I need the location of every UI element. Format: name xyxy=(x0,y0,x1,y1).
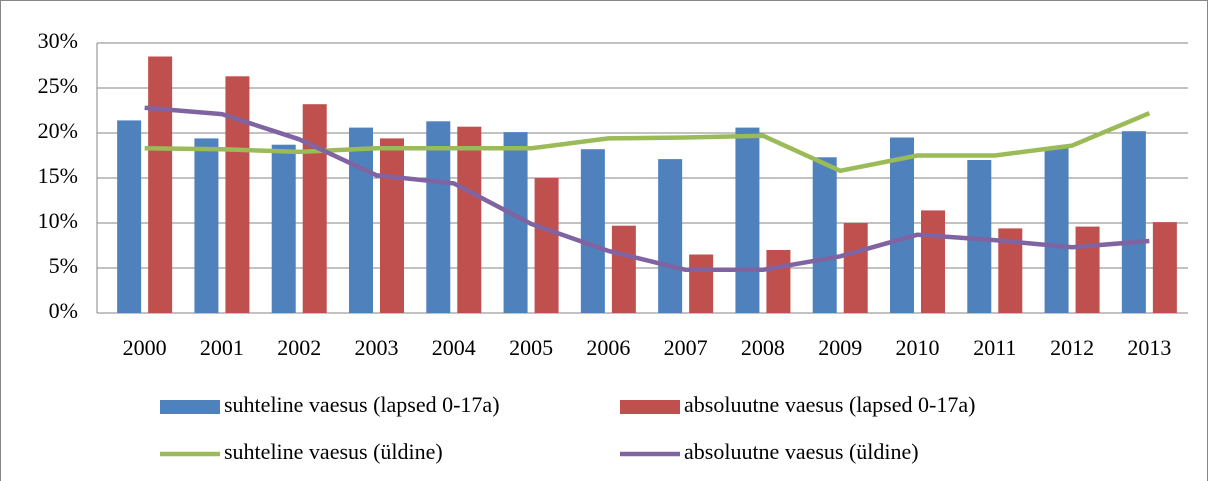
bar xyxy=(611,225,636,313)
bar xyxy=(812,157,837,313)
bar xyxy=(117,120,142,314)
bar xyxy=(534,178,559,313)
y-tick-label: 30% xyxy=(38,28,78,53)
line xyxy=(144,111,1151,174)
bar xyxy=(148,56,173,313)
legend-label: absoluutne vaesus (lapsed 0-17a) xyxy=(684,392,975,417)
y-tick-label: 15% xyxy=(38,163,78,188)
bar xyxy=(302,104,327,313)
y-tick-label: 25% xyxy=(38,73,78,98)
legend-swatch xyxy=(620,400,680,414)
x-tick-label: 2007 xyxy=(664,335,708,360)
x-tick-label: 2009 xyxy=(818,335,862,360)
x-tick-label: 2003 xyxy=(355,335,399,360)
bar xyxy=(426,121,451,313)
bar xyxy=(1152,222,1177,313)
x-tick-label: 2012 xyxy=(1050,335,1094,360)
x-tick-label: 2011 xyxy=(973,335,1016,360)
legend-label: suhteline vaesus (üldine) xyxy=(224,439,443,464)
y-tick-label: 0% xyxy=(49,298,78,323)
y-tick-label: 20% xyxy=(38,118,78,143)
x-tick-label: 2008 xyxy=(741,335,785,360)
x-tick-label: 2000 xyxy=(123,335,167,360)
x-tick-label: 2001 xyxy=(200,335,244,360)
bar xyxy=(503,132,528,313)
legend-label: absoluutne vaesus (üldine) xyxy=(684,439,919,464)
bar xyxy=(349,127,373,313)
bar xyxy=(890,137,914,313)
bar xyxy=(1075,226,1100,313)
legend-swatch xyxy=(160,400,220,414)
bar xyxy=(580,149,605,313)
bar xyxy=(658,159,683,313)
x-tick-label: 2002 xyxy=(277,335,321,360)
bar xyxy=(843,223,868,313)
x-tick-label: 2013 xyxy=(1127,335,1171,360)
bar xyxy=(380,138,404,313)
bar xyxy=(457,126,482,313)
x-tick-label: 2010 xyxy=(896,335,940,360)
bar xyxy=(735,127,760,313)
y-tick-label: 10% xyxy=(38,208,78,233)
bar xyxy=(921,210,945,313)
x-tick-label: 2006 xyxy=(586,335,630,360)
x-tick-label: 2005 xyxy=(509,335,553,360)
bar xyxy=(1044,148,1069,313)
bar xyxy=(766,250,791,313)
bar xyxy=(1121,131,1146,313)
x-tick-label: 2004 xyxy=(432,335,476,360)
legend-label: suhteline vaesus (lapsed 0-17a) xyxy=(224,392,500,417)
bar xyxy=(271,144,296,313)
line xyxy=(144,105,1150,273)
y-tick-label: 5% xyxy=(49,253,78,278)
bar xyxy=(225,76,250,313)
bar xyxy=(689,254,714,313)
bar xyxy=(194,138,219,313)
